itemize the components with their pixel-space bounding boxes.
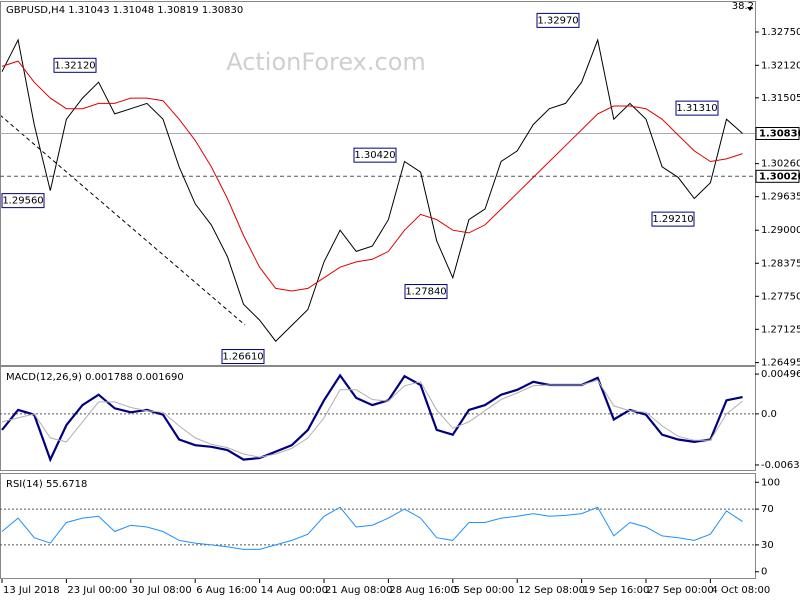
x-tick-label: 5 Sep 00:00: [454, 585, 514, 596]
x-tick-label: 4 Oct 08:00: [711, 585, 770, 596]
series-line: [1, 506, 743, 550]
y-tick-label: 100: [761, 477, 780, 488]
price-annotation-label: 1.32970: [537, 15, 578, 26]
price-annotation-label: 1.27840: [405, 287, 446, 298]
y-tick-label: 1.32120: [761, 60, 800, 71]
y-tick-label: 1.27125: [761, 324, 800, 335]
chart-title: GBPUSD,H4 1.31043 1.31048 1.30819 1.3083…: [6, 5, 243, 16]
x-tick-label: 27 Sep 00:00: [647, 585, 714, 596]
series-line: [1, 373, 743, 463]
series-line: [1, 38, 743, 342]
price-annotation-label: 1.31310: [676, 103, 717, 114]
y-tick-label: 1.29635: [761, 192, 800, 203]
y-tick-label: 30: [761, 540, 774, 551]
y-tick-label: 1.28375: [761, 258, 800, 269]
x-tick-label: 23 Jul 00:00: [67, 585, 127, 596]
y-tick-label: 0: [761, 567, 767, 578]
price-annotation: [651, 211, 695, 227]
price-annotation-label: 1.29210: [652, 214, 693, 225]
y-tick-label: 1.31505: [761, 93, 800, 104]
series-line: [1, 379, 743, 458]
rsi-title: RSI(14) 55.6718: [6, 479, 87, 490]
y-tick-label: -0.006372: [761, 460, 800, 471]
level-label: 1.30020: [759, 171, 800, 182]
price-annotation-label: 1.26610: [222, 352, 263, 363]
x-tick-label: 28 Aug 16:00: [389, 585, 456, 596]
price-annotation-label: 1.30420: [354, 150, 395, 161]
price-annotation: [353, 147, 397, 163]
price-annotation-label: 1.29560: [2, 196, 43, 207]
x-tick-label: 12 Sep 08:00: [518, 585, 585, 596]
price-annotation: [53, 57, 97, 73]
trend-line: [0, 114, 246, 326]
level-box: [755, 126, 800, 140]
y-tick-label: 0.004968: [761, 369, 800, 380]
x-tick-label: 30 Jul 08:00: [132, 585, 192, 596]
pane-frame: [0, 366, 756, 471]
series-line: [1, 60, 743, 292]
x-tick-label: 19 Sep 16:00: [583, 585, 650, 596]
corner-label: 38.2: [732, 1, 754, 12]
y-tick-label: 1.32750: [761, 27, 800, 38]
level-label: 1.30830: [759, 128, 800, 139]
y-tick-label: 1.26495: [761, 358, 800, 369]
pane-frame: [0, 473, 756, 579]
x-tick-label: 14 Aug 00:00: [261, 585, 328, 596]
price-annotation: [404, 284, 448, 300]
price-annotation-label: 1.32120: [54, 60, 95, 71]
y-tick-label: 1.27750: [761, 291, 800, 302]
level-box: [755, 169, 800, 183]
y-tick-label: 70: [761, 504, 774, 515]
watermark: ActionForex.com: [226, 48, 426, 76]
pane-frame: [0, 1, 756, 366]
macd-title: MACD(12,26,9) 0.001788 0.001690: [6, 372, 184, 383]
scroll-arrow: [747, 7, 753, 11]
price-annotation: [536, 12, 580, 28]
y-tick-label: 1.30260: [761, 159, 800, 170]
price-annotation: [1, 193, 45, 209]
y-tick-label: 0.0: [761, 409, 777, 420]
price-annotation: [675, 100, 719, 116]
x-tick-label: 21 Aug 08:00: [325, 585, 392, 596]
x-tick-label: 13 Jul 2018: [3, 585, 60, 596]
price-annotation: [221, 349, 265, 365]
x-tick-label: 6 Aug 16:00: [196, 585, 257, 596]
y-tick-label: 1.29000: [761, 225, 800, 236]
